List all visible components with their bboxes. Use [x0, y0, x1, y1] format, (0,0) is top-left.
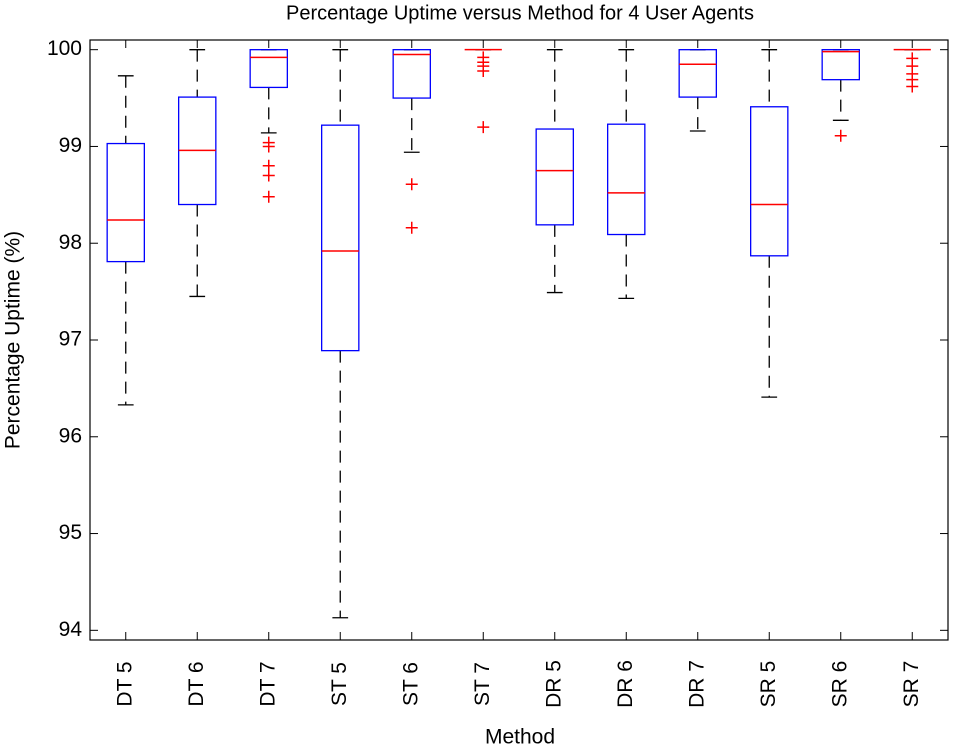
- outlier: [262, 169, 275, 182]
- plot-frame: [89, 39, 949, 641]
- y-tick-label: 97: [59, 328, 82, 351]
- box: [249, 49, 288, 89]
- y-tick-label: 95: [59, 521, 82, 544]
- x-tick-label: DT 6: [185, 661, 208, 706]
- x-tick-label: SR 6: [828, 661, 851, 708]
- outlier: [405, 178, 418, 191]
- x-tick-label: DR 6: [614, 660, 637, 708]
- outlier: [262, 140, 275, 153]
- outlier: [477, 121, 490, 134]
- x-tick-label: DR 5: [542, 660, 565, 708]
- box: [678, 49, 717, 98]
- x-tick-label: SR 5: [757, 661, 780, 708]
- outlier: [906, 80, 919, 93]
- box: [321, 124, 360, 352]
- outlier: [405, 221, 418, 234]
- x-axis-label: Method: [485, 726, 555, 749]
- box: [821, 49, 860, 81]
- box: [106, 142, 145, 263]
- x-tick-label: DT 5: [113, 661, 136, 706]
- box: [392, 49, 431, 99]
- box: [750, 106, 789, 257]
- y-tick-label: 99: [59, 134, 82, 157]
- x-tick-label: ST 5: [328, 662, 351, 706]
- box: [607, 123, 646, 236]
- x-tick-label: DR 7: [685, 660, 708, 708]
- y-tick-label: 96: [59, 424, 82, 447]
- y-tick-label: 98: [59, 231, 82, 254]
- x-tick-label: ST 7: [471, 662, 494, 706]
- chart-title: Percentage Uptime versus Method for 4 Us…: [286, 2, 754, 24]
- y-tick-label: 100: [47, 37, 82, 60]
- x-tick-label: ST 6: [399, 662, 422, 706]
- box: [535, 128, 574, 226]
- y-tick-label: 94: [59, 618, 83, 641]
- outlier: [262, 190, 275, 203]
- outlier: [834, 129, 847, 142]
- outlier: [477, 64, 490, 77]
- x-tick-label: DT 7: [256, 661, 279, 706]
- y-axis-label: Percentage Uptime (%): [2, 231, 25, 449]
- x-tick-label: SR 7: [900, 661, 923, 708]
